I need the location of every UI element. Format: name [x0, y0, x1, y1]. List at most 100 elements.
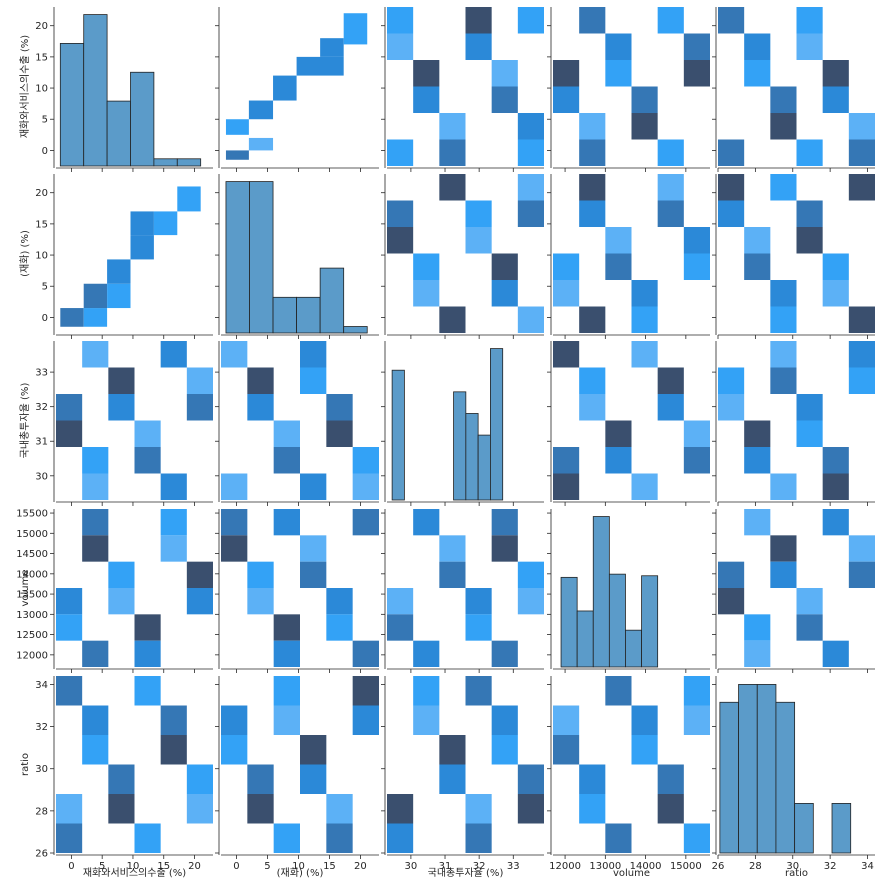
panel-3-1	[215, 509, 379, 673]
heatmap-cell	[683, 823, 710, 853]
heatmap-cell	[465, 227, 492, 254]
histogram-bar	[775, 701, 796, 854]
x-tick-label: 12000	[549, 861, 581, 872]
y-tick-label: 30	[35, 764, 48, 775]
y-tick-label: 33	[35, 368, 48, 379]
heatmap-cell	[822, 447, 849, 474]
heatmap-cell	[491, 640, 518, 667]
heatmap-cell	[300, 764, 327, 794]
heatmap-cell	[822, 60, 849, 87]
histogram-bar	[794, 803, 814, 854]
heatmap-cell	[848, 367, 875, 394]
heatmap-cell	[326, 588, 353, 615]
heatmap-cell	[300, 473, 327, 500]
heatmap-cell	[221, 473, 248, 500]
panel-2-0: 30 31 32 33	[35, 341, 213, 506]
heatmap-cell	[822, 473, 849, 500]
heatmap-cell	[579, 200, 606, 227]
panel-3-3	[547, 509, 710, 673]
heatmap-cell	[248, 100, 274, 120]
heatmap-cell	[822, 253, 849, 280]
heatmap-cell	[56, 588, 83, 615]
heatmap-cell	[683, 227, 710, 254]
heatmap-cell	[465, 200, 492, 227]
y-tick-label: 13000	[16, 610, 48, 621]
histogram-bar	[465, 413, 479, 501]
heatmap-cell	[553, 280, 580, 307]
heatmap-cell	[160, 735, 187, 765]
heatmap-cell	[657, 174, 684, 201]
panel-1-3	[547, 174, 710, 339]
heatmap-cell	[413, 705, 440, 735]
heatmap-cell	[439, 535, 466, 562]
panel-group: 0510152005101520303132331200012500130001…	[16, 7, 875, 872]
x-tick-label: 15	[157, 861, 170, 872]
heatmap-cell	[770, 280, 797, 307]
histogram-bar	[106, 100, 131, 167]
heatmap-cell	[160, 509, 187, 536]
x-axis-label: (재화) (%)	[277, 867, 324, 879]
histogram-bar	[391, 369, 405, 501]
heatmap-cell	[491, 705, 518, 735]
heatmap-cell	[517, 7, 544, 34]
axis-label-group: 재화와서비스의수출 (%) (재화) (%) 국내총투자율 (%) volume rat…	[19, 35, 808, 879]
heatmap-cell	[387, 227, 414, 254]
heatmap-cell	[822, 86, 849, 113]
heatmap-cell	[108, 588, 135, 615]
heatmap-cell	[605, 420, 632, 447]
heatmap-cell	[82, 509, 109, 536]
heatmap-cell	[631, 306, 658, 333]
heatmap-cell	[848, 535, 875, 562]
heatmap-cell	[387, 614, 414, 641]
heatmap-cell	[273, 705, 300, 735]
heatmap-cell	[439, 735, 466, 765]
heatmap-cell	[387, 823, 414, 853]
x-tick-label: 10	[292, 861, 305, 872]
heatmap-cell	[247, 588, 274, 615]
x-tick-label: 32	[473, 861, 486, 872]
heatmap-cell	[83, 283, 108, 309]
panel-0-2	[381, 7, 544, 172]
heatmap-cell	[134, 676, 161, 706]
heatmap-cell	[108, 561, 135, 588]
heatmap-cell	[153, 211, 178, 236]
heatmap-cell	[796, 7, 823, 34]
y-axis-label: 국내총투자율 (%)	[19, 383, 31, 459]
heatmap-cell	[848, 306, 875, 333]
x-tick-label: 28	[749, 861, 762, 872]
heatmap-cell	[387, 588, 414, 615]
heatmap-cell	[605, 676, 632, 706]
panel-4-2: 30 31 32 33	[381, 676, 544, 872]
heatmap-cell	[579, 794, 606, 824]
heatmap-cell	[465, 676, 492, 706]
heatmap-cell	[56, 676, 83, 706]
heatmap-cell	[744, 33, 771, 60]
heatmap-cell	[683, 447, 710, 474]
heatmap-cell	[657, 7, 684, 34]
heatmap-cell	[718, 139, 745, 166]
heatmap-cell	[56, 420, 83, 447]
x-axis-label: 재화와서비스의수출 (%)	[83, 867, 186, 879]
heatmap-cell	[848, 561, 875, 588]
heatmap-cell	[108, 394, 135, 421]
heatmap-cell	[579, 394, 606, 421]
y-tick-label: 12500	[16, 630, 48, 641]
heatmap-cell	[352, 447, 379, 474]
heatmap-cell	[631, 113, 658, 140]
heatmap-cell	[491, 253, 518, 280]
heatmap-cell	[465, 33, 492, 60]
heatmap-cell	[300, 735, 327, 765]
heatmap-cell	[631, 705, 658, 735]
heatmap-cell	[796, 394, 823, 421]
heatmap-cell	[796, 200, 823, 227]
heatmap-cell	[186, 367, 213, 394]
heatmap-cell	[718, 174, 745, 201]
heatmap-cell	[160, 341, 187, 368]
y-tick-label: 26	[35, 849, 48, 860]
heatmap-cell	[553, 341, 580, 368]
heatmap-cell	[352, 473, 379, 500]
heatmap-cell	[108, 794, 135, 824]
heatmap-cell	[848, 174, 875, 201]
heatmap-cell	[657, 367, 684, 394]
heatmap-cell	[82, 473, 109, 500]
